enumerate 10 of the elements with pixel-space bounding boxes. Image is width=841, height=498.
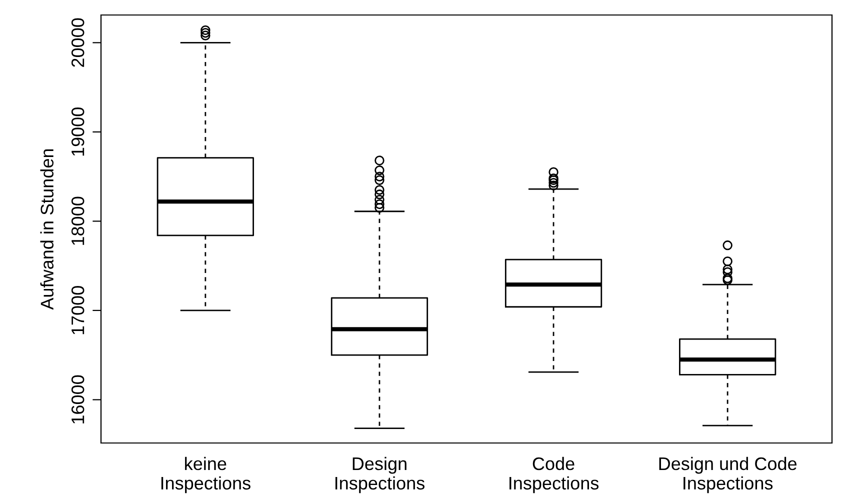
y-tick-label: 17000 <box>71 286 84 334</box>
x-tick-label: Design Inspections <box>335 456 424 494</box>
y-axis-title: Aufwand in Stunden <box>40 149 54 310</box>
x-tick-label: keine Inspections <box>161 456 250 494</box>
x-tick-label: Design und Code Inspections <box>659 456 797 494</box>
y-tick-label: 19000 <box>71 108 84 156</box>
y-tick-label: 18000 <box>71 196 84 245</box>
y-tick-label: 16000 <box>71 375 84 424</box>
y-tick-label: 20000 <box>71 18 84 67</box>
x-tick-label: Code Inspections <box>510 456 599 494</box>
